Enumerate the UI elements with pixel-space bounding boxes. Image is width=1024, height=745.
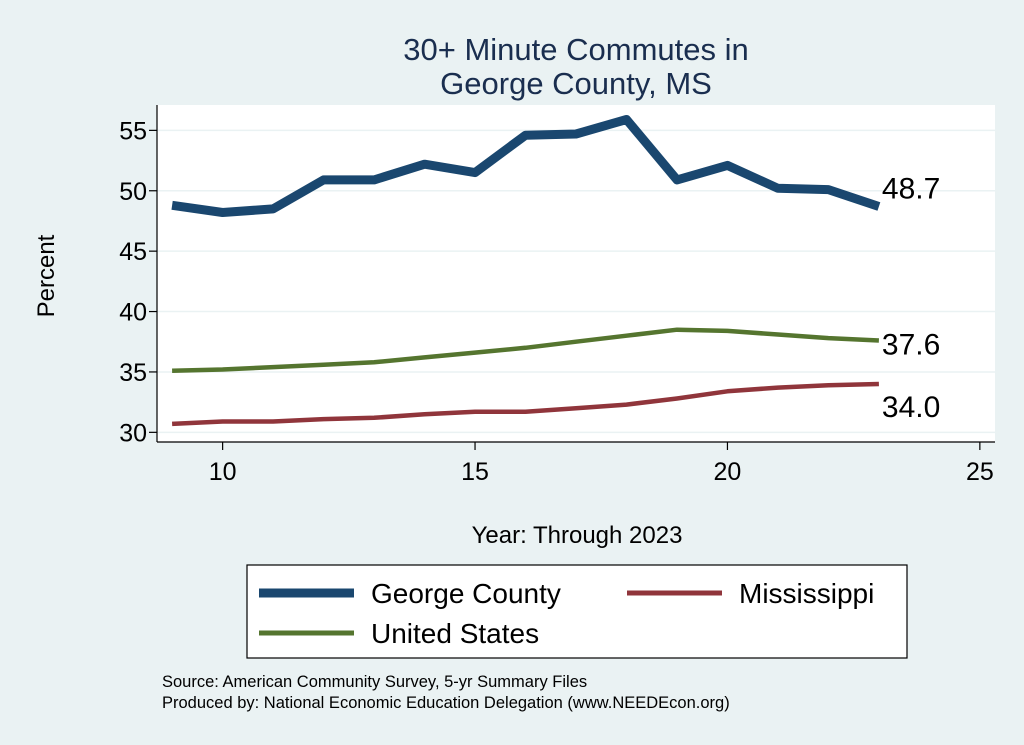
tick-labels: 30 35 40 45 50 55 10 15 20 25: [119, 117, 994, 486]
legend-box: [246, 564, 908, 659]
chart-title-line-1: 30+ Minute Commutes in: [403, 32, 748, 67]
axes: [149, 105, 995, 450]
x-tick-label-15: 15: [461, 458, 489, 486]
x-tick-label-20: 20: [714, 458, 742, 486]
legend-label-george-county: George County: [371, 578, 561, 609]
series-line-mississippi: [171, 381, 879, 427]
y-tick-label-55: 55: [119, 117, 147, 145]
end-label-mississippi: 34.0: [882, 391, 940, 424]
x-tick-label-25: 25: [966, 458, 994, 486]
legend-label-united-states: United States: [371, 618, 539, 649]
y-tick-label-40: 40: [119, 299, 147, 327]
x-axis-title: Year: Through 2023: [472, 522, 683, 549]
y-tick-label-30: 30: [119, 419, 147, 447]
legend: George County Mississippi United States: [246, 564, 908, 659]
end-label-united-states: 37.6: [882, 329, 940, 362]
end-label-george-county: 48.7: [882, 172, 940, 205]
chart-title-line-2: George County, MS: [440, 66, 712, 101]
series-line-george-county: [171, 115, 881, 217]
series-line-united-states: [172, 327, 880, 373]
producer-line: Produced by: National Economic Education…: [162, 694, 730, 712]
y-tick-label-50: 50: [119, 178, 147, 206]
source-line: Source: American Community Survey, 5-yr …: [162, 673, 587, 691]
legend-label-mississippi: Mississippi: [739, 578, 874, 609]
y-tick-label-35: 35: [119, 359, 147, 387]
y-axis-title: Percent: [33, 234, 60, 317]
y-tick-label-45: 45: [119, 238, 147, 266]
end-labels: 48.7 37.6 34.0: [882, 172, 940, 424]
x-tick-label-10: 10: [209, 458, 237, 486]
series-lines: [171, 115, 881, 427]
plot-area: [157, 105, 995, 442]
